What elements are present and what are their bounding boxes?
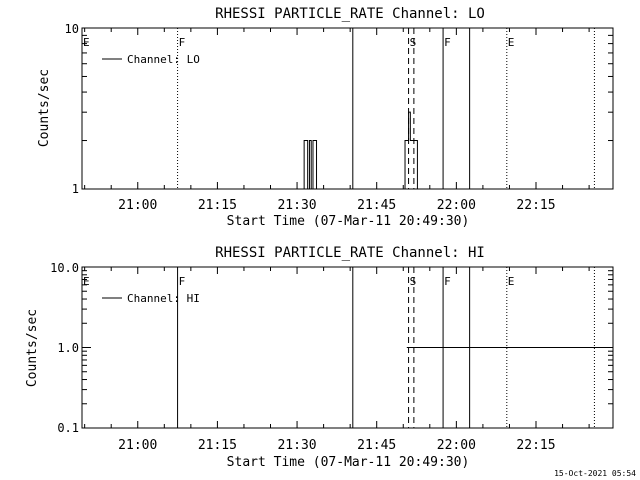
event-marker-label: F <box>444 275 451 288</box>
x-tick-label-hi-2100: 21:00 <box>118 438 157 453</box>
event-marker-label: F <box>179 275 186 288</box>
event-marker-label: E <box>508 36 515 49</box>
x-tick-label-lo-2215: 22:15 <box>516 198 555 213</box>
panel-lo: RHESSI PARTICLE_RATE Channel: LO Counts/… <box>37 6 614 229</box>
x-tick-label-lo-2115: 21:15 <box>198 198 237 213</box>
event-marker-label: S <box>410 275 417 288</box>
x-tick-label-hi-2115: 21:15 <box>198 438 237 453</box>
y-axis-label-lo: Counts/sec <box>37 69 52 147</box>
x-axis-label-hi: Start Time (07-Mar-11 20:49:30) <box>227 455 470 470</box>
legend-label-lo: Channel: LO <box>127 53 200 66</box>
x-tick-label-lo-2130: 21:30 <box>277 198 316 213</box>
panel-hi: RHESSI PARTICLE_RATE Channel: HI Counts/… <box>25 245 614 470</box>
y-tick-label-lo-10: 10 <box>65 22 79 36</box>
x-tick-label-lo-2100: 21:00 <box>118 198 157 213</box>
event-marker-label: E <box>508 275 515 288</box>
event-marker-label: F <box>444 36 451 49</box>
y-tick-label-hi-01: 0.1 <box>57 421 79 435</box>
event-marker-label: F <box>179 36 186 49</box>
event-marker-label: S <box>410 36 417 49</box>
timestamp: 15-Oct-2021 05:54 <box>554 469 636 478</box>
y-tick-label-lo-1: 1 <box>72 182 79 196</box>
chart-title-hi: RHESSI PARTICLE_RATE Channel: HI <box>215 245 485 261</box>
legend-hi: Channel: HI <box>102 292 200 305</box>
event-marker-label: E <box>83 36 90 49</box>
y-axis-label-hi: Counts/sec <box>25 309 40 387</box>
x-tick-label-lo-2200: 22:00 <box>437 198 476 213</box>
series-line <box>302 111 420 190</box>
event-marker-label: E <box>83 275 90 288</box>
chart-title-lo: RHESSI PARTICLE_RATE Channel: LO <box>215 6 485 22</box>
legend-label-hi: Channel: HI <box>127 292 200 305</box>
x-tick-label-lo-2145: 21:45 <box>357 198 396 213</box>
legend-lo: Channel: LO <box>102 53 200 66</box>
x-tick-label-hi-2145: 21:45 <box>357 438 396 453</box>
x-tick-label-hi-2130: 21:30 <box>277 438 316 453</box>
x-tick-label-hi-2200: 22:00 <box>437 438 476 453</box>
y-tick-label-hi-1: 1.0 <box>57 341 79 355</box>
x-tick-label-hi-2215: 22:15 <box>516 438 555 453</box>
y-tick-label-hi-10: 10.0 <box>50 261 79 275</box>
x-axis-label-lo: Start Time (07-Mar-11 20:49:30) <box>227 214 470 229</box>
